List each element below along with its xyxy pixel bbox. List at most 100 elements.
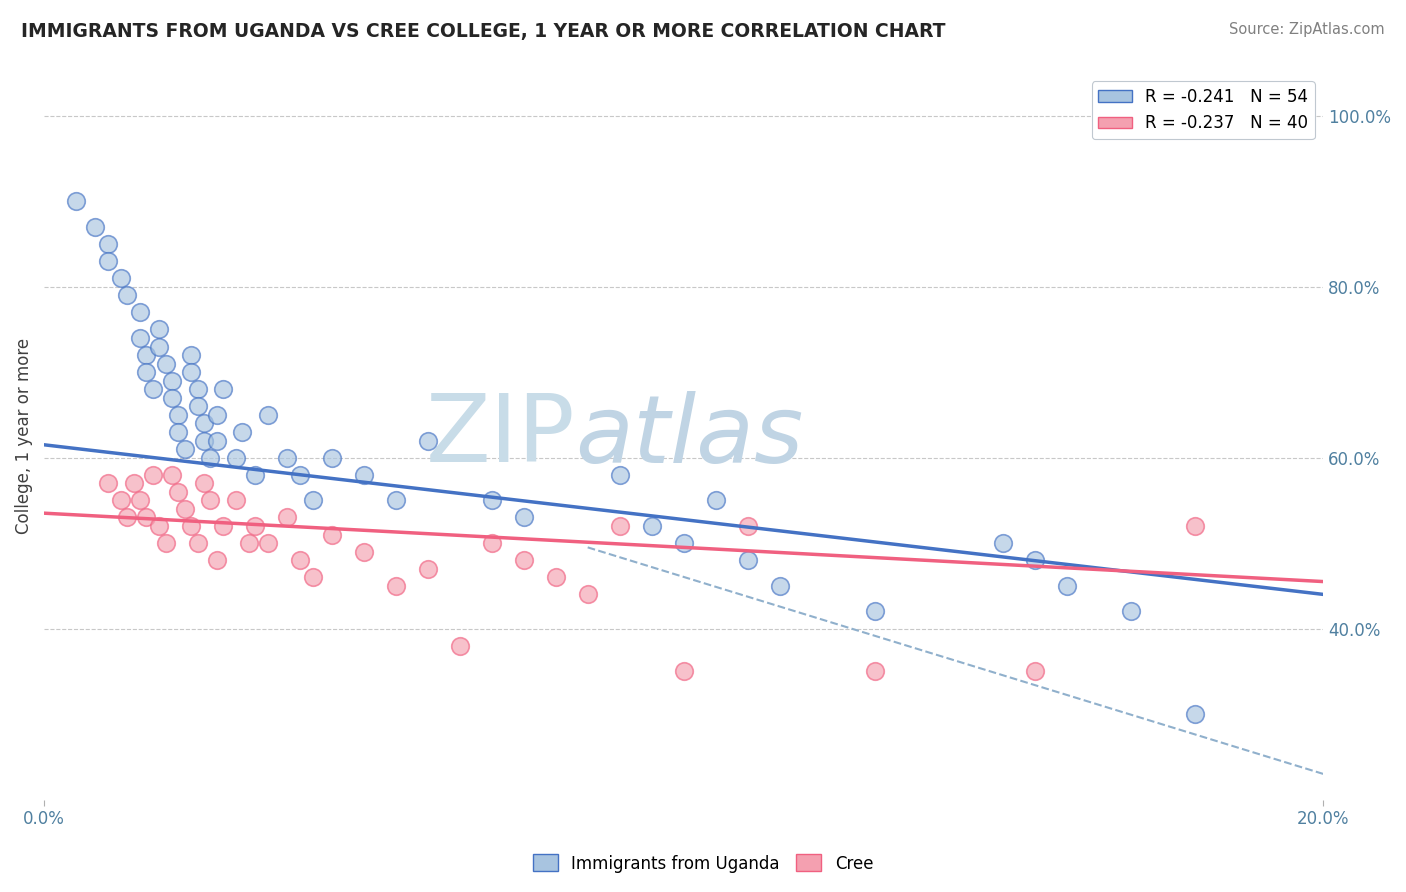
Point xyxy=(1056,579,1078,593)
Point xyxy=(865,605,887,619)
Point xyxy=(737,519,759,533)
Point xyxy=(385,493,408,508)
Point xyxy=(385,579,408,593)
Point xyxy=(257,536,280,550)
Point xyxy=(205,434,228,448)
Text: Source: ZipAtlas.com: Source: ZipAtlas.com xyxy=(1229,22,1385,37)
Point xyxy=(416,562,439,576)
Point xyxy=(1184,519,1206,533)
Point xyxy=(84,219,107,234)
Point xyxy=(288,553,311,567)
Point xyxy=(353,467,375,482)
Point xyxy=(544,570,567,584)
Point xyxy=(276,450,298,465)
Point xyxy=(481,493,503,508)
Point xyxy=(173,502,195,516)
Point xyxy=(65,194,87,209)
Point xyxy=(187,536,209,550)
Point xyxy=(513,510,536,524)
Point xyxy=(301,493,323,508)
Text: IMMIGRANTS FROM UGANDA VS CREE COLLEGE, 1 YEAR OR MORE CORRELATION CHART: IMMIGRANTS FROM UGANDA VS CREE COLLEGE, … xyxy=(21,22,946,41)
Point xyxy=(160,374,183,388)
Point xyxy=(416,434,439,448)
Point xyxy=(576,587,599,601)
Point xyxy=(212,519,235,533)
Point xyxy=(609,519,631,533)
Point xyxy=(148,339,170,353)
Point xyxy=(167,484,190,499)
Point xyxy=(737,553,759,567)
Point xyxy=(142,467,165,482)
Point xyxy=(129,305,152,319)
Point xyxy=(97,476,120,491)
Text: atlas: atlas xyxy=(575,391,803,482)
Point xyxy=(1024,553,1046,567)
Point xyxy=(200,493,222,508)
Point xyxy=(160,467,183,482)
Point xyxy=(321,450,343,465)
Point xyxy=(117,288,139,302)
Point xyxy=(180,519,202,533)
Point xyxy=(238,536,260,550)
Point xyxy=(122,476,145,491)
Point xyxy=(200,450,222,465)
Point xyxy=(1121,605,1143,619)
Point xyxy=(167,408,190,422)
Point xyxy=(205,408,228,422)
Point xyxy=(212,382,235,396)
Point xyxy=(865,665,887,679)
Point xyxy=(193,476,215,491)
Point xyxy=(288,467,311,482)
Point xyxy=(135,348,157,362)
Point xyxy=(129,331,152,345)
Point xyxy=(993,536,1015,550)
Point xyxy=(155,536,177,550)
Point xyxy=(148,519,170,533)
Point xyxy=(117,510,139,524)
Point xyxy=(609,467,631,482)
Point xyxy=(640,519,662,533)
Point xyxy=(180,365,202,379)
Point xyxy=(301,570,323,584)
Point xyxy=(97,254,120,268)
Point xyxy=(768,579,790,593)
Point xyxy=(110,271,132,285)
Text: ZIP: ZIP xyxy=(425,391,575,483)
Point xyxy=(704,493,727,508)
Point xyxy=(148,322,170,336)
Point xyxy=(257,408,280,422)
Point xyxy=(231,425,253,439)
Point xyxy=(160,391,183,405)
Point xyxy=(180,348,202,362)
Point xyxy=(97,236,120,251)
Point xyxy=(129,493,152,508)
Point xyxy=(187,382,209,396)
Point xyxy=(205,553,228,567)
Y-axis label: College, 1 year or more: College, 1 year or more xyxy=(15,338,32,534)
Point xyxy=(243,519,266,533)
Point xyxy=(187,400,209,414)
Point xyxy=(173,442,195,456)
Point xyxy=(225,450,247,465)
Legend: R = -0.241   N = 54, R = -0.237   N = 40: R = -0.241 N = 54, R = -0.237 N = 40 xyxy=(1092,81,1315,139)
Point xyxy=(167,425,190,439)
Point xyxy=(1024,665,1046,679)
Point xyxy=(110,493,132,508)
Point xyxy=(276,510,298,524)
Point xyxy=(142,382,165,396)
Point xyxy=(135,510,157,524)
Point xyxy=(225,493,247,508)
Point xyxy=(353,544,375,558)
Point xyxy=(193,434,215,448)
Point xyxy=(1184,707,1206,722)
Point xyxy=(513,553,536,567)
Point xyxy=(243,467,266,482)
Point xyxy=(193,417,215,431)
Point xyxy=(672,665,695,679)
Point xyxy=(155,357,177,371)
Point xyxy=(672,536,695,550)
Point xyxy=(449,639,471,653)
Point xyxy=(135,365,157,379)
Point xyxy=(481,536,503,550)
Legend: Immigrants from Uganda, Cree: Immigrants from Uganda, Cree xyxy=(526,847,880,880)
